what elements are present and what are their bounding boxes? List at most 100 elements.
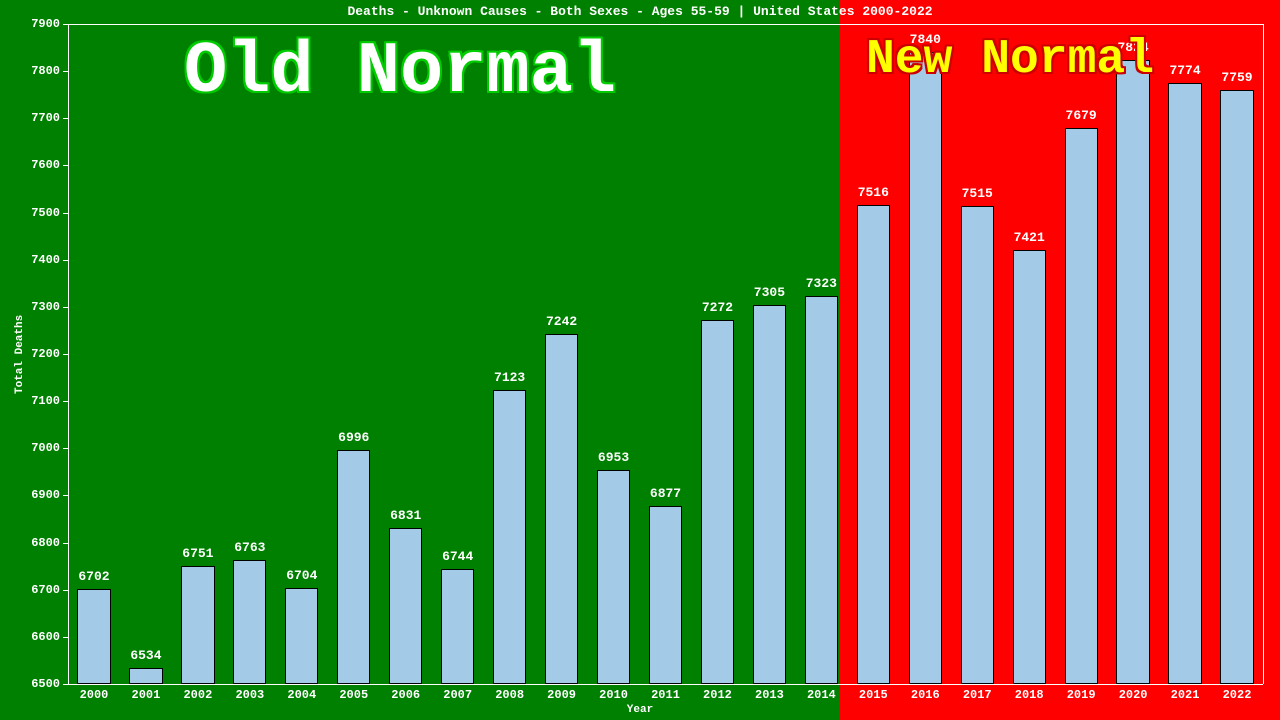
bar-value-label: 7421 [1014, 230, 1045, 245]
bar-value-label: 6704 [286, 568, 317, 583]
y-tick-label: 6700 [31, 583, 60, 597]
bar [1013, 250, 1046, 684]
bar-value-label: 6996 [338, 430, 369, 445]
bar [77, 589, 110, 684]
x-tick-label: 2012 [703, 688, 732, 702]
x-tick-label: 2015 [859, 688, 888, 702]
bar-value-label: 7305 [754, 285, 785, 300]
bar [1220, 90, 1253, 684]
bar-value-label: 6877 [650, 486, 681, 501]
y-tick-label: 7600 [31, 158, 60, 172]
bar-value-label: 6953 [598, 450, 629, 465]
y-tick-mark [63, 401, 68, 402]
y-tick-label: 6900 [31, 488, 60, 502]
overlay-text: New Normal [866, 33, 1154, 87]
y-tick-mark [63, 637, 68, 638]
x-tick-label: 2005 [339, 688, 368, 702]
bar [337, 450, 370, 684]
chart-title: Deaths - Unknown Causes - Both Sexes - A… [347, 4, 932, 19]
overlay-text: Old Normal [184, 31, 616, 113]
x-tick-label: 2017 [963, 688, 992, 702]
x-tick-label: 2014 [807, 688, 836, 702]
y-tick-mark [63, 307, 68, 308]
bar-value-label: 6534 [130, 648, 161, 663]
x-tick-label: 2021 [1171, 688, 1200, 702]
bar-value-label: 7774 [1169, 63, 1200, 78]
y-tick-mark [63, 543, 68, 544]
y-tick-label: 6600 [31, 630, 60, 644]
y-tick-label: 7900 [31, 17, 60, 31]
bar [389, 528, 422, 684]
y-tick-mark [63, 213, 68, 214]
bar-value-label: 6702 [78, 569, 109, 584]
bar-value-label: 7679 [1066, 108, 1097, 123]
bar-value-label: 7759 [1221, 70, 1252, 85]
y-tick-label: 7800 [31, 64, 60, 78]
bar-value-label: 6831 [390, 508, 421, 523]
x-tick-label: 2008 [495, 688, 524, 702]
y-tick-label: 6800 [31, 536, 60, 550]
bar-value-label: 6751 [182, 546, 213, 561]
bar-value-label: 7272 [702, 300, 733, 315]
y-tick-label: 7300 [31, 300, 60, 314]
bar [181, 566, 214, 684]
bar [285, 588, 318, 684]
bar [909, 52, 942, 684]
y-tick-mark [63, 71, 68, 72]
axis-line [68, 24, 69, 684]
y-axis-label: Total Deaths [14, 315, 26, 394]
bar [857, 205, 890, 684]
y-tick-label: 7200 [31, 347, 60, 361]
x-axis-label: Year [627, 704, 653, 716]
x-tick-label: 2018 [1015, 688, 1044, 702]
x-tick-label: 2009 [547, 688, 576, 702]
bar-value-label: 7323 [806, 276, 837, 291]
y-tick-label: 7500 [31, 206, 60, 220]
y-tick-mark [63, 495, 68, 496]
y-tick-mark [63, 448, 68, 449]
x-tick-label: 2002 [183, 688, 212, 702]
y-tick-mark [63, 165, 68, 166]
axis-line [68, 684, 1263, 685]
x-tick-label: 2010 [599, 688, 628, 702]
axis-line [68, 24, 1263, 25]
bar [649, 506, 682, 684]
bar-value-label: 7516 [858, 185, 889, 200]
bar [961, 206, 994, 685]
x-tick-label: 2016 [911, 688, 940, 702]
y-tick-mark [63, 684, 68, 685]
bar-value-label: 7242 [546, 314, 577, 329]
y-tick-label: 7400 [31, 253, 60, 267]
x-tick-label: 2011 [651, 688, 680, 702]
bar-value-label: 6763 [234, 540, 265, 555]
y-tick-label: 7100 [31, 394, 60, 408]
y-tick-mark [63, 118, 68, 119]
chart-figure: Deaths - Unknown Causes - Both Sexes - A… [0, 0, 1280, 720]
bar [493, 390, 526, 684]
bar [129, 668, 162, 684]
x-tick-label: 2022 [1223, 688, 1252, 702]
y-tick-mark [63, 590, 68, 591]
bar [441, 569, 474, 684]
bar [597, 470, 630, 684]
bar-value-label: 7515 [962, 186, 993, 201]
x-tick-label: 2013 [755, 688, 784, 702]
y-tick-label: 7000 [31, 441, 60, 455]
bar [753, 305, 786, 685]
y-tick-label: 7700 [31, 111, 60, 125]
x-tick-label: 2004 [287, 688, 316, 702]
x-tick-label: 2001 [132, 688, 161, 702]
bar [805, 296, 838, 684]
bar [1168, 83, 1201, 684]
x-tick-label: 2007 [443, 688, 472, 702]
bar [233, 560, 266, 684]
y-tick-mark [63, 260, 68, 261]
x-tick-label: 2020 [1119, 688, 1148, 702]
bar-value-label: 6744 [442, 549, 473, 564]
bar-value-label: 7123 [494, 370, 525, 385]
bar [701, 320, 734, 684]
x-tick-label: 2019 [1067, 688, 1096, 702]
x-tick-label: 2006 [391, 688, 420, 702]
x-tick-label: 2000 [80, 688, 109, 702]
y-tick-label: 6500 [31, 677, 60, 691]
